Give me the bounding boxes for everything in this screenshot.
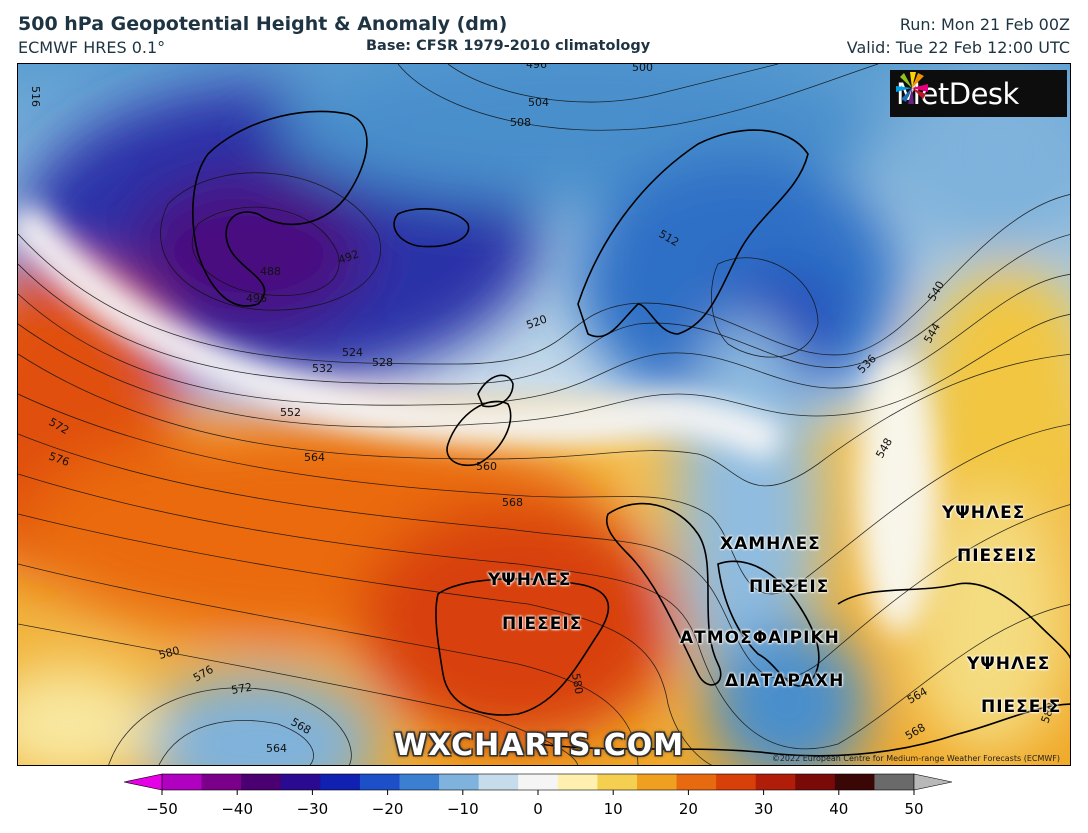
contour-label: 568 (502, 496, 523, 509)
run-time: Run: Mon 21 Feb 00Z (899, 15, 1070, 34)
colorbar-tick-label: 30 (754, 800, 773, 818)
low-pressure-balkans-line2: ΠΙΕΣΕΙΣ (749, 577, 830, 597)
high-pressure-southeast-line1: ΥΨΗΛΕΣ (967, 654, 1051, 674)
height-contours (18, 64, 1070, 765)
colorbar-segment (359, 774, 401, 790)
colorbar-tick-label: 20 (679, 800, 698, 818)
high-pressure-iberia-line2: ΠΙΕΣΕΙΣ (502, 614, 583, 634)
copyright-notice: ©2022 European Centre for Medium-range W… (771, 754, 1060, 763)
colorbar-tick-label: −10 (447, 800, 479, 818)
model-name: ECMWF HRES 0.1° (18, 38, 166, 57)
contour-label: 580 (569, 672, 585, 695)
colorbar-tick-label: 10 (604, 800, 623, 818)
high-pressure-iberia-line1: ΥΨΗΛΕΣ (488, 570, 572, 590)
colorbar-segment (439, 774, 480, 790)
colorbar-segment (518, 774, 559, 790)
contour-label: 500 (632, 64, 653, 74)
colorbar-segment (399, 774, 440, 790)
contour-label: 488 (260, 265, 281, 278)
contour-label: 528 (372, 356, 393, 369)
colorbar-tick-label: −20 (372, 800, 404, 818)
climatology-base: Base: CFSR 1979-2010 climatology (366, 38, 651, 54)
contour-label: 564 (304, 451, 325, 464)
high-pressure-southeast-line2: ΠΙΕΣΕΙΣ (981, 697, 1062, 717)
low-pressure-balkans-line1: ΧΑΜΗΛΕΣ (720, 534, 821, 554)
map-panel[interactable]: 516 496 500 504 508 488 492 496 512 520 524 528 532 5… (17, 63, 1071, 766)
contour-label: 516 (29, 86, 42, 107)
high-pressure-east-line2: ΠΙΕΣΕΙΣ (957, 546, 1038, 566)
colorbar-segment (201, 774, 242, 790)
colorbar-segment (636, 774, 678, 790)
colorbar-segment (241, 774, 282, 790)
valid-time: Valid: Tue 22 Feb 12:00 UTC (846, 38, 1070, 57)
contour-label: 580 (157, 644, 181, 662)
colorbar-tick-label: −30 (297, 800, 329, 818)
colorbar-segment (676, 774, 717, 790)
colorbar-segment (834, 774, 876, 790)
colorbar-tick-label: −40 (221, 800, 253, 818)
colorbar-tick-label: 50 (904, 800, 923, 818)
colorbar-min-arrow (123, 773, 163, 791)
colorbar-segment (320, 774, 361, 790)
coastlines (192, 110, 1070, 757)
colorbar-segments (161, 773, 915, 791)
contour-label: 532 (312, 362, 333, 375)
colorbar-segment (874, 774, 915, 790)
colorbar-tick-label: 40 (829, 800, 848, 818)
contour-label: 504 (528, 96, 549, 109)
contour-label: 552 (280, 406, 301, 419)
contour-label: 564 (266, 742, 287, 755)
colorbar-tick-label: −50 (146, 800, 178, 818)
contour-label: 560 (476, 460, 497, 473)
high-pressure-east-line1: ΥΨΗΛΕΣ (942, 503, 1026, 523)
colorbar-segment (716, 774, 757, 790)
colorbar-segment (478, 774, 519, 790)
disturbance-line2: ΔΙΑΤΑΡΑΧΗ (725, 671, 845, 691)
metdesk-flower-icon (896, 72, 928, 104)
colorbar: −50 −40 −30 −20 −10 0 10 20 30 40 50 (123, 773, 953, 818)
colorbar-segment (162, 774, 203, 790)
metdesk-logo: MetDesk (890, 70, 1067, 117)
colorbar-ticks: −50 −40 −30 −20 −10 0 10 20 30 40 50 (146, 790, 924, 818)
contour-label: 572 (230, 681, 253, 697)
colorbar-segment (557, 774, 598, 790)
wxcharts-watermark: WXCHARTS.COM (394, 728, 685, 763)
colorbar-segment (280, 774, 321, 790)
colorbar-max-arrow (913, 773, 953, 791)
contour-label: 496 (246, 292, 267, 305)
colorbar-segment (755, 774, 796, 790)
contour-label: 496 (526, 64, 547, 71)
colorbar-segment (795, 774, 836, 790)
contour-label: 508 (510, 116, 531, 129)
contour-label: 524 (342, 346, 363, 359)
colorbar-tick-label: 0 (533, 800, 543, 818)
disturbance-line1: ΑΤΜΟΣΦΑΙΡΙΚΗ (680, 628, 840, 648)
colorbar-segment (597, 774, 638, 790)
chart-title: 500 hPa Geopotential Height & Anomaly (d… (18, 13, 508, 35)
